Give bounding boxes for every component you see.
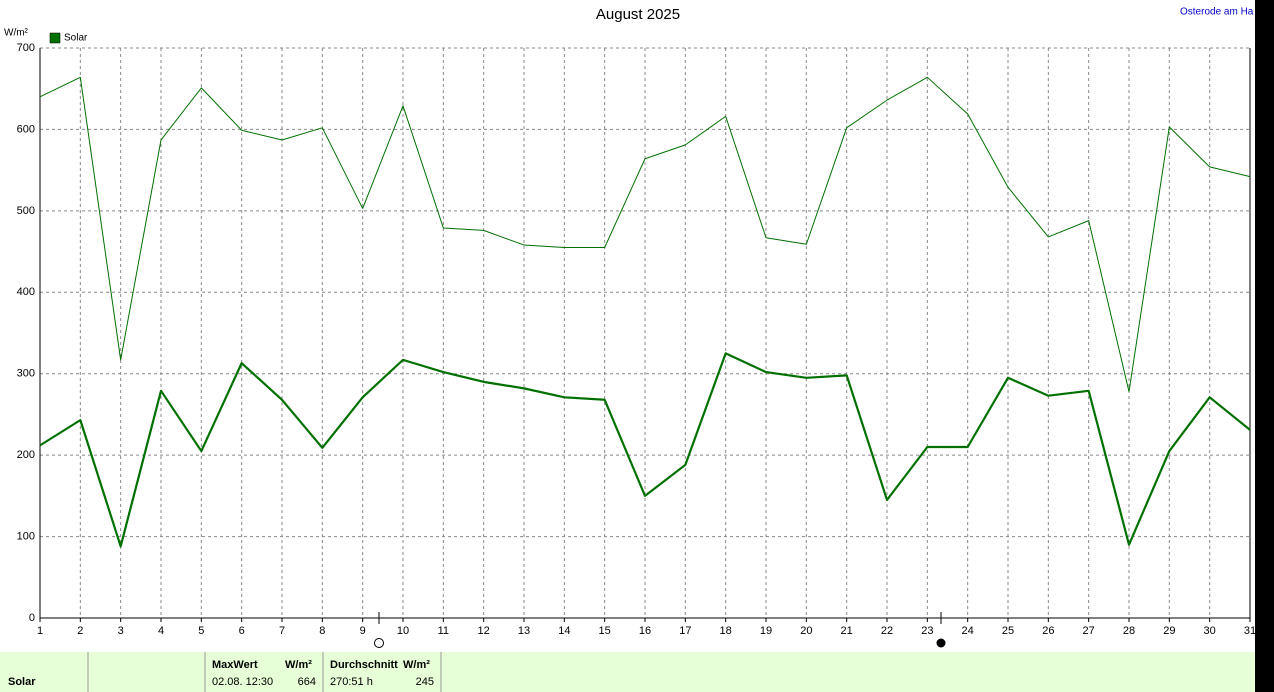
x-tick-label: 18 (720, 625, 732, 637)
x-tick-label: 12 (478, 625, 490, 637)
footer-header: MaxWert (212, 659, 258, 671)
station-name: Osterode am Ha (1180, 7, 1254, 18)
y-tick-label: 600 (17, 123, 35, 135)
moon-markers (374, 612, 946, 648)
x-tick-label: 1 (37, 625, 43, 637)
x-tick-label: 4 (158, 625, 164, 637)
x-tick-label: 24 (962, 625, 974, 637)
x-tick-label: 23 (921, 625, 933, 637)
series-line (39, 352, 1251, 548)
y-axis-label: W/m² (4, 28, 29, 39)
y-tick-label: 700 (17, 42, 35, 54)
edge-bar (1255, 0, 1274, 692)
footer-unit: W/m² (403, 659, 430, 671)
footer-band (0, 652, 1255, 692)
x-tick-label: 9 (360, 625, 366, 637)
x-tick-label: 3 (118, 625, 124, 637)
x-tick-label: 13 (518, 625, 530, 637)
x-tick-label: 11 (438, 625, 449, 637)
footer-unit: W/m² (285, 659, 312, 671)
x-tick-label: 27 (1083, 625, 1095, 637)
x-tick-label: 7 (279, 625, 285, 637)
x-tick-label: 25 (1002, 625, 1014, 637)
y-tick-label: 0 (29, 612, 35, 624)
x-tick-label: 28 (1123, 625, 1135, 637)
x-tick-label: 21 (841, 625, 853, 637)
x-tick-label: 20 (800, 625, 812, 637)
x-tick-label: 29 (1163, 625, 1175, 637)
y-tick-label: 200 (17, 449, 35, 461)
footer-header: Durchschnitt (330, 659, 398, 671)
x-tick-label: 5 (198, 625, 204, 637)
x-tick-label: 22 (881, 625, 893, 637)
x-tick-label: 14 (558, 625, 570, 637)
y-tick-label: 100 (17, 530, 35, 542)
y-tick-label: 300 (17, 368, 35, 380)
x-tick-label: 8 (319, 625, 325, 637)
legend-swatch (49, 32, 61, 44)
y-tick-label: 500 (17, 205, 35, 217)
footer-row-label: Solar (8, 676, 36, 688)
x-tick-label: 10 (397, 625, 409, 637)
footer-hours: 270:51 h (330, 676, 373, 688)
x-tick-label: 17 (679, 625, 691, 637)
footer-value: 664 (298, 676, 316, 688)
x-tick-label: 6 (239, 625, 245, 637)
x-tick-label: 26 (1042, 625, 1054, 637)
series-line (39, 76, 1251, 393)
y-tick-label: 400 (17, 286, 35, 298)
x-tick-label: 15 (599, 625, 611, 637)
chart-title: August 2025 (596, 6, 680, 23)
footer-value: 245 (416, 676, 434, 688)
x-tick-label: 30 (1204, 625, 1216, 637)
x-tick-label: 19 (760, 625, 772, 637)
footer-time: 02.08. 12:30 (212, 676, 273, 688)
x-tick-label: 2 (77, 625, 83, 637)
x-tick-label: 31 (1244, 625, 1256, 637)
full-moon (374, 638, 384, 648)
new-moon (936, 638, 946, 648)
x-tick-label: 16 (639, 625, 651, 637)
legend-label: Solar (64, 33, 88, 44)
